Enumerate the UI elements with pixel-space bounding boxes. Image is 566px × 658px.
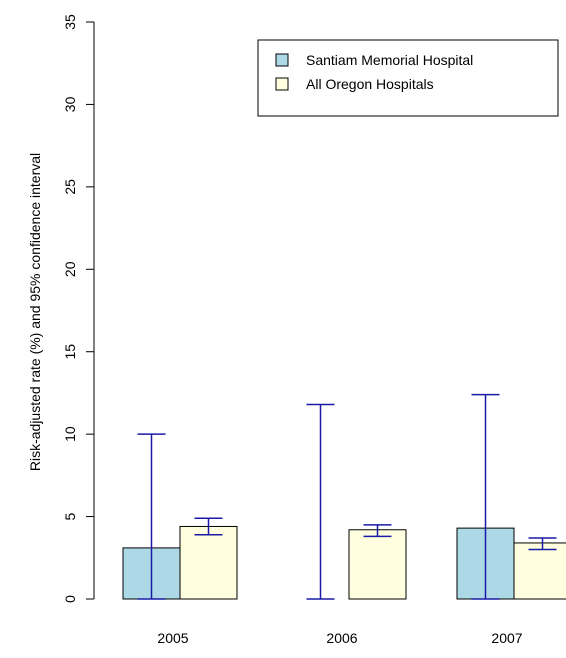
y-axis-label: Risk-adjusted rate (%) and 95% confidenc… xyxy=(27,153,43,471)
y-tick-label: 20 xyxy=(62,261,78,277)
bar-1-2 xyxy=(513,542,566,600)
legend: Santiam Memorial Hospital All Oregon Hosp… xyxy=(257,39,559,117)
y-tick-label: 30 xyxy=(62,96,78,112)
legend-swatch xyxy=(275,53,289,67)
y-axis: 0 5 10 15 20 25 30 35 xyxy=(62,14,95,603)
x-tick-label: 2005 xyxy=(157,630,188,646)
bar-1-1 xyxy=(348,529,407,600)
y-tick-label: 15 xyxy=(62,344,78,360)
x-axis-labels: 2005 2006 2007 xyxy=(157,630,522,646)
y-tick-label: 10 xyxy=(62,426,78,442)
y-tick-label: 5 xyxy=(62,512,78,520)
legend-box xyxy=(257,39,559,117)
y-tick-label: 0 xyxy=(62,595,78,603)
error-bars xyxy=(137,393,557,600)
y-tick-label: 25 xyxy=(62,179,78,195)
legend-label: Santiam Memorial Hospital xyxy=(306,52,473,68)
y-tick-label: 35 xyxy=(62,14,78,30)
x-tick-label: 2006 xyxy=(326,630,357,646)
bar-1-0 xyxy=(179,525,238,600)
bars xyxy=(122,525,566,600)
legend-label: All Oregon Hospitals xyxy=(306,76,434,92)
x-tick-label: 2007 xyxy=(491,630,522,646)
legend-swatch xyxy=(275,77,289,91)
